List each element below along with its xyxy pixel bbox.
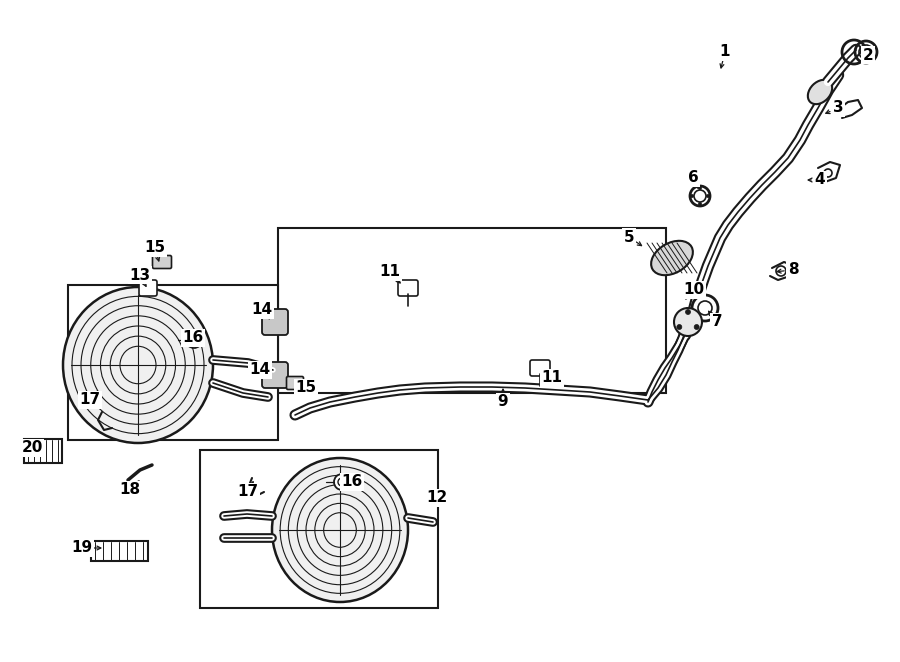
Text: 16: 16	[341, 475, 363, 489]
Circle shape	[706, 195, 709, 197]
Circle shape	[690, 186, 710, 206]
Text: 11: 11	[542, 371, 562, 385]
FancyBboxPatch shape	[139, 280, 157, 296]
Text: 9: 9	[498, 395, 508, 410]
Text: 4: 4	[814, 173, 825, 187]
Circle shape	[692, 295, 718, 321]
Circle shape	[674, 308, 702, 336]
Text: 5: 5	[624, 230, 634, 244]
Text: 16: 16	[183, 330, 203, 346]
Circle shape	[677, 324, 682, 330]
Text: 15: 15	[295, 381, 317, 395]
Text: 6: 6	[688, 171, 698, 185]
FancyBboxPatch shape	[262, 362, 288, 388]
Ellipse shape	[63, 287, 213, 443]
Circle shape	[824, 169, 832, 177]
Text: 17: 17	[238, 485, 258, 500]
Text: 11: 11	[380, 265, 400, 279]
Bar	[278, 228, 666, 393]
Text: 15: 15	[144, 240, 166, 256]
Text: 13: 13	[130, 267, 150, 283]
FancyBboxPatch shape	[262, 309, 288, 335]
Text: 10: 10	[683, 283, 705, 297]
Text: 14: 14	[251, 303, 273, 318]
FancyBboxPatch shape	[152, 256, 172, 269]
Text: 20: 20	[22, 440, 42, 455]
Text: 19: 19	[71, 540, 93, 555]
Text: 14: 14	[249, 363, 271, 377]
Circle shape	[698, 203, 701, 205]
FancyBboxPatch shape	[530, 360, 550, 376]
Text: 3: 3	[832, 101, 843, 115]
Circle shape	[186, 332, 202, 348]
Circle shape	[334, 474, 350, 490]
Ellipse shape	[272, 458, 408, 602]
Bar	[200, 450, 438, 608]
Text: 8: 8	[788, 263, 798, 277]
FancyBboxPatch shape	[286, 377, 303, 389]
Text: 12: 12	[427, 491, 447, 506]
FancyBboxPatch shape	[398, 280, 418, 296]
Text: 17: 17	[79, 393, 101, 408]
Circle shape	[776, 266, 786, 276]
Text: 1: 1	[720, 44, 730, 60]
Text: 7: 7	[712, 314, 723, 330]
Text: 18: 18	[120, 483, 140, 498]
Text: 2: 2	[862, 48, 873, 62]
Circle shape	[698, 187, 701, 189]
Circle shape	[694, 324, 699, 330]
Circle shape	[690, 195, 694, 197]
FancyBboxPatch shape	[91, 541, 148, 561]
Circle shape	[686, 310, 690, 314]
Bar	[68, 285, 278, 440]
Ellipse shape	[808, 80, 833, 104]
FancyBboxPatch shape	[24, 439, 62, 463]
Ellipse shape	[651, 241, 693, 275]
